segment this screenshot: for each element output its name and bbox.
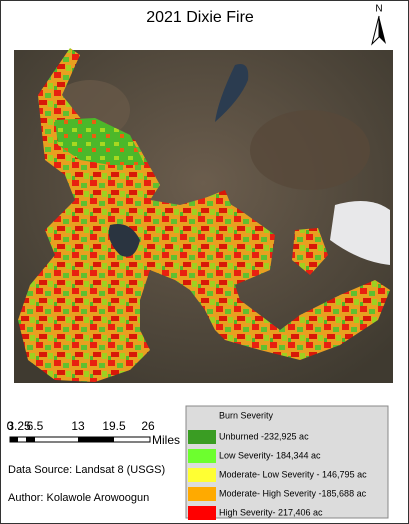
legend-swatch [188,506,216,520]
scale-label: 0 [7,419,14,433]
author: Author: Kolawole Arowoogun [8,492,149,504]
scale-bar: 0 3.25 6.5 13 19.5 26 Miles [7,419,180,447]
legend-swatch [188,468,216,482]
map-title: 2021 Dixie Fire [146,9,254,26]
legend-label: Moderate- Low Severity - 146,795 ac [219,469,367,479]
legend-title: Burn Severity [219,410,274,420]
legend-label: Unburned -232,925 ac [219,431,309,441]
data-source: Data Source: Landsat 8 (USGS) [8,464,165,476]
legend-label: High Severity- 217,406 ac [219,507,323,517]
legend-label: Low Severity- 184,344 ac [219,450,321,460]
map-image [14,48,393,383]
scale-label: 26 [141,419,155,433]
scale-label: 19.5 [102,419,126,433]
north-label: N [375,4,382,15]
north-arrow: N [371,4,386,46]
scale-label: 6.5 [27,419,44,433]
legend-swatch [188,487,216,501]
legend-swatch [188,430,216,444]
legend-label: Moderate- High Severity -185,688 ac [219,488,367,498]
legend-swatch [188,449,216,463]
scale-label: 13 [71,419,85,433]
scale-label: 3.25 [7,419,31,433]
scale-unit: Miles [152,433,180,447]
legend: Burn Severity Unburned -232,925 ac Low Se… [185,405,389,520]
